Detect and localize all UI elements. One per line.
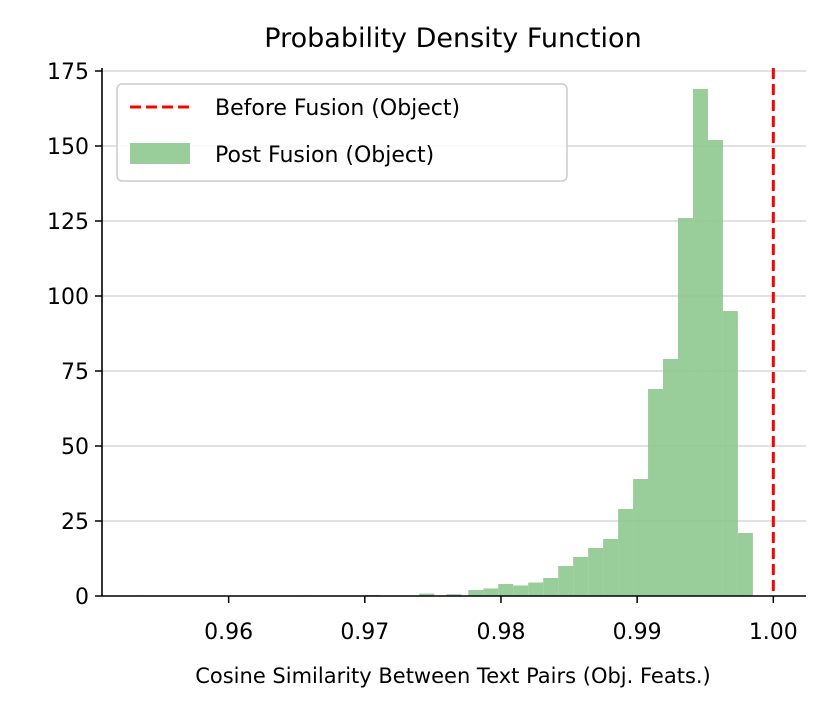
x-tick-label: 0.98 [476, 620, 525, 645]
legend-swatch-post-fusion [130, 143, 190, 164]
y-tick-label: 75 [61, 360, 89, 385]
y-ticks: 0 25 50 75 100 125 150 175 [47, 60, 102, 610]
y-tick-label: 150 [47, 135, 89, 160]
histogram-bar [707, 140, 723, 596]
histogram-bar [446, 594, 462, 596]
y-tick-label: 100 [47, 285, 89, 310]
histogram-bar [603, 539, 619, 596]
x-tick-label: 0.97 [340, 620, 389, 645]
histogram-bar [588, 548, 604, 596]
histogram-bar [513, 585, 529, 596]
histogram-bar [648, 389, 664, 596]
histogram-bar [483, 588, 499, 596]
legend-label-post-fusion: Post Fusion (Object) [215, 143, 434, 168]
histogram-bar [618, 509, 634, 596]
x-tick-label: 0.96 [204, 620, 253, 645]
histogram-bar [722, 311, 738, 596]
histogram-bar [528, 582, 544, 596]
legend-label-before-fusion: Before Fusion (Object) [215, 96, 460, 121]
y-tick-label: 125 [47, 210, 89, 235]
legend-frame [116, 83, 568, 182]
x-axis-label: Cosine Similarity Between Text Pairs (Ob… [195, 664, 711, 688]
legend: Before Fusion (Object) Post Fusion (Obje… [116, 83, 568, 182]
histogram-bar [633, 479, 649, 596]
chart-title: Probability Density Function [264, 23, 641, 54]
histogram-bar [419, 593, 435, 596]
x-tick-label: 1.00 [749, 620, 798, 645]
y-tick-label: 50 [61, 435, 89, 460]
histogram-bar [573, 557, 589, 596]
histogram-bar [737, 533, 753, 596]
histogram-bar [663, 359, 678, 596]
histogram-bar [558, 566, 574, 596]
x-tick-label: 0.99 [613, 620, 662, 645]
x-ticks: 0.96 0.97 0.98 0.99 1.00 [204, 596, 798, 645]
axes [101, 68, 806, 597]
histogram-bar [692, 89, 708, 596]
histogram-bar [468, 590, 484, 596]
histogram-bar [498, 584, 514, 596]
y-tick-label: 0 [75, 585, 89, 610]
histogram-bar [543, 578, 559, 596]
y-tick-label: 25 [61, 510, 89, 535]
y-tick-label: 175 [47, 60, 89, 85]
histogram-bar [678, 218, 693, 596]
histogram-bars [133, 89, 753, 596]
